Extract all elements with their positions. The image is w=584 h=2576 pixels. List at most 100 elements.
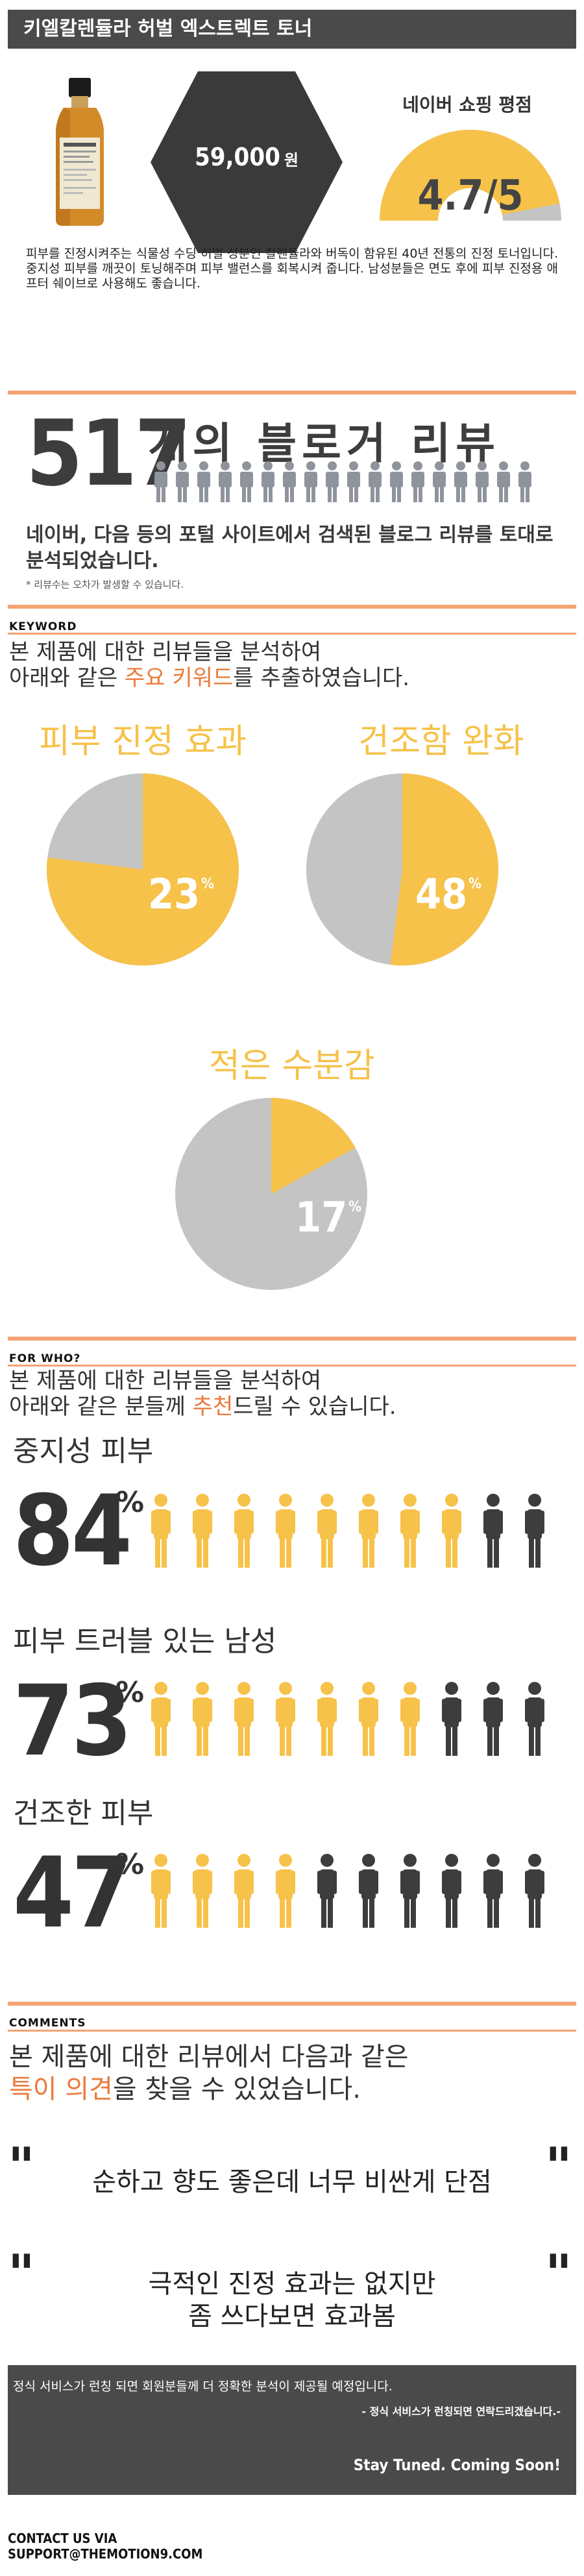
contact: CONTACT US VIA SUPPORT@THEMOTION9.COM	[8, 2531, 202, 2562]
pie-slice	[47, 773, 239, 966]
section-underline	[8, 1365, 576, 1367]
person-icon-empty	[483, 1494, 503, 1568]
comment-quote-2-line1: 극적인 진정 효과는 없지만	[148, 2269, 436, 2299]
forwho-intro-pre: 아래와 같은 분들께	[9, 1394, 193, 1420]
keyword-pct-3-sign: %	[348, 1199, 361, 1215]
keyword-pct-2-sign: %	[468, 876, 481, 892]
forwho-highlight: 추천	[192, 1394, 234, 1420]
person-icon-filled	[193, 1854, 212, 1928]
forwho-intro-line2: 아래와 같은 분들께 추천드릴 수 있습니다.	[9, 1394, 574, 1420]
keyword-pct-1-sign: %	[201, 876, 214, 892]
keyword-pie-1	[47, 773, 239, 966]
person-icon	[390, 461, 403, 502]
forwho-pct-3: 47	[13, 1837, 132, 1950]
person-icon-empty	[442, 1682, 461, 1756]
price-unit: 원	[284, 151, 299, 169]
person-icon-empty	[525, 1682, 544, 1756]
keyword-intro-line2: 아래와 같은 주요 키워드를 추출하였습니다.	[9, 665, 574, 691]
keyword-pct-2-value: 48	[415, 871, 468, 919]
person-icon-filled	[317, 1682, 337, 1756]
keyword-title-1: 피부 진정 효과	[38, 722, 247, 761]
forwho-pct-2: 73	[13, 1665, 132, 1778]
pie-slice	[390, 773, 499, 966]
stay-tuned: Stay Tuned. Coming Soon!	[353, 2456, 561, 2474]
forwho-intro-post: 드릴 수 있습니다.	[233, 1394, 396, 1420]
quote-close-1: "	[545, 2137, 572, 2197]
comments-highlight: 특이 의견	[9, 2074, 113, 2104]
pie-slice	[271, 1098, 356, 1194]
footer-banner: 정식 서비스가 런칭 되면 회원분들께 더 정확한 분석이 제공될 예정입니다.…	[8, 2365, 576, 2495]
section-divider	[8, 2002, 576, 2006]
person-icon-filled	[234, 1854, 254, 1928]
keyword-section-label: KEYWORD	[9, 620, 77, 633]
footer-line1: 정식 서비스가 런칭 되면 회원분들께 더 정확한 분석이 제공될 예정입니다.	[13, 2379, 393, 2394]
rating-gauge	[380, 130, 561, 221]
product-title-bar: 키엘칼렌듈라 허벌 엑스트렉트 토너	[8, 10, 576, 49]
person-icon-filled	[193, 1494, 212, 1568]
comments-intro-line1: 본 제품에 대한 리뷰에서 다음과 같은	[9, 2042, 409, 2072]
keyword-highlight: 주요 키워드	[125, 665, 234, 691]
keyword-title-3: 적은 수분감	[209, 1047, 375, 1086]
person-icon	[454, 461, 467, 502]
person-icon-filled	[442, 1494, 461, 1568]
person-icon-empty	[483, 1682, 503, 1756]
section-divider	[8, 391, 576, 395]
person-icon-filled	[234, 1494, 254, 1568]
comments-intro-post: 을 찾을 수 있었습니다.	[112, 2074, 361, 2104]
forwho-pct-1-sign: %	[116, 1486, 145, 1519]
comments-intro-line2: 특이 의견을 찾을 수 있었습니다.	[9, 2073, 574, 2106]
person-icon-empty	[317, 1854, 337, 1928]
keyword-intro-line1: 본 제품에 대한 리뷰들을 분석하여	[9, 639, 322, 665]
forwho-intro: 본 제품에 대한 리뷰들을 분석하여 아래와 같은 분들께 추천드릴 수 있습니…	[9, 1368, 574, 1420]
contact-email[interactable]: SUPPORT@THEMOTION9.COM	[8, 2546, 203, 2562]
person-icon-filled	[359, 1682, 378, 1756]
person-icon-empty	[525, 1854, 544, 1928]
person-icon-filled	[276, 1494, 295, 1568]
person-icon	[476, 461, 489, 502]
person-icon-filled	[276, 1854, 295, 1928]
keyword-pct-1: 23%	[148, 871, 214, 919]
person-icon-empty	[483, 1854, 503, 1928]
person-icon	[154, 461, 167, 502]
person-icon-empty	[442, 1854, 461, 1928]
person-icon	[262, 461, 274, 502]
person-icon	[497, 461, 510, 502]
product-bottle-image	[56, 78, 104, 226]
person-icon	[176, 461, 189, 502]
section-divider	[8, 1337, 576, 1341]
person-icon	[518, 461, 531, 502]
comment-quote-2-line2: 좀 쓰다보면 효과봄	[188, 2302, 396, 2331]
keyword-intro-post: 를 추출하였습니다.	[233, 665, 410, 691]
price-value: 59,000	[194, 143, 280, 171]
keyword-title-2: 건조함 완화	[358, 722, 524, 761]
forwho-pct-2-sign: %	[116, 1676, 145, 1709]
keyword-pct-1-value: 23	[148, 871, 201, 919]
person-icon-empty	[525, 1494, 544, 1568]
keyword-intro-pre: 아래와 같은	[9, 665, 125, 691]
blog-review-description: 네이버, 다음 등의 포털 사이트에서 검색된 블로그 리뷰를 토대로 분석되었…	[26, 524, 554, 572]
person-icon-filled	[151, 1682, 171, 1756]
person-icon-filled	[276, 1682, 295, 1756]
forwho-title-1: 중지성 피부	[13, 1435, 154, 1468]
person-icon-filled	[151, 1494, 171, 1568]
forwho-pct-1: 84	[13, 1475, 132, 1588]
person-icon-empty	[359, 1854, 378, 1928]
person-icon	[283, 461, 296, 502]
quote-open-2: "	[8, 2244, 35, 2304]
section-underline	[8, 633, 576, 635]
person-icon	[347, 461, 360, 502]
keyword-pct-2: 48%	[415, 871, 481, 919]
keyword-intro: 본 제품에 대한 리뷰들을 분석하여 아래와 같은 주요 키워드를 추출하였습니…	[9, 639, 574, 691]
comments-intro: 본 제품에 대한 리뷰에서 다음과 같은 특이 의견을 찾을 수 있었습니다.	[9, 2041, 574, 2106]
section-divider	[8, 605, 576, 609]
blog-review-note: * 리뷰수는 오차가 발생할 수 있습니다.	[26, 579, 184, 590]
quote-close-2: "	[545, 2244, 572, 2304]
forwho-section-label: FOR WHO?	[9, 1352, 81, 1365]
naver-rating-value: 4.7/5	[417, 172, 524, 220]
price-hexagon	[151, 71, 343, 253]
blog-review-label: 개의 블로거 리뷰	[148, 419, 500, 468]
person-icon-filled	[193, 1682, 212, 1756]
quote-open-1: "	[8, 2137, 35, 2197]
forwho-title-3: 건조한 피부	[13, 1797, 154, 1830]
person-icon	[326, 461, 339, 502]
